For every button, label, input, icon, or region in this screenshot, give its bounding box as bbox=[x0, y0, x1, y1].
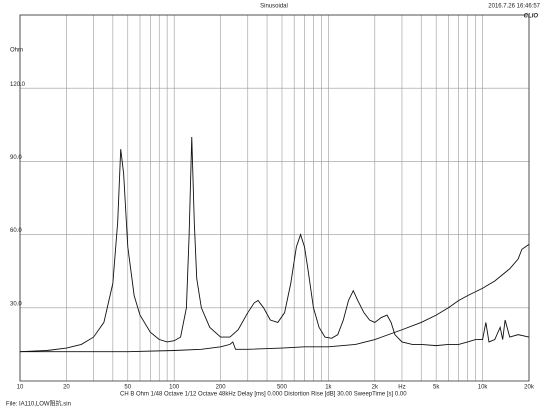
curve bbox=[19, 136, 530, 353]
y-tick-label: 60.0 bbox=[10, 228, 22, 234]
plot-border bbox=[19, 14, 530, 382]
x-tick-label: 50 bbox=[124, 385, 131, 391]
y-axis-label: Ohm bbox=[10, 48, 23, 54]
file-name: File: IA110,LOW阻抗.sin bbox=[6, 400, 71, 408]
x-tick-label: 500 bbox=[277, 385, 288, 391]
timestamp: 2016.7.26 16:46:57 bbox=[488, 4, 540, 10]
plot-area: 10 20 50 100 200 500 1k 2k 5k 10k 20k Hz 30.0 60.0 90.… bbox=[10, 14, 535, 391]
x-axis-label: Hz bbox=[398, 385, 405, 391]
y-tick-label: 120.0 bbox=[10, 82, 26, 88]
x-tick-label: 5k bbox=[433, 385, 440, 391]
curve bbox=[20, 243, 530, 353]
x-tick-label: 20 bbox=[63, 385, 70, 391]
y-tick-label: 90.0 bbox=[10, 155, 22, 161]
y-tick-label: 30.0 bbox=[10, 301, 22, 307]
chart-title: Sinusoidal bbox=[260, 4, 288, 10]
x-tick-label: 100 bbox=[169, 385, 180, 391]
x-tick-label: 10k bbox=[478, 385, 489, 391]
x-tick-label: 20k bbox=[524, 385, 535, 391]
x-tick-label: 2k bbox=[372, 385, 379, 391]
x-tick-label: 1k bbox=[325, 385, 332, 391]
footer: CH B Ohm 1/48 Octave 1/12 Octave 48kHz D… bbox=[120, 392, 407, 398]
logo: CLIO bbox=[524, 14, 539, 20]
x-tick-label: 200 bbox=[216, 385, 227, 391]
x-tick-label: 10 bbox=[17, 385, 24, 391]
